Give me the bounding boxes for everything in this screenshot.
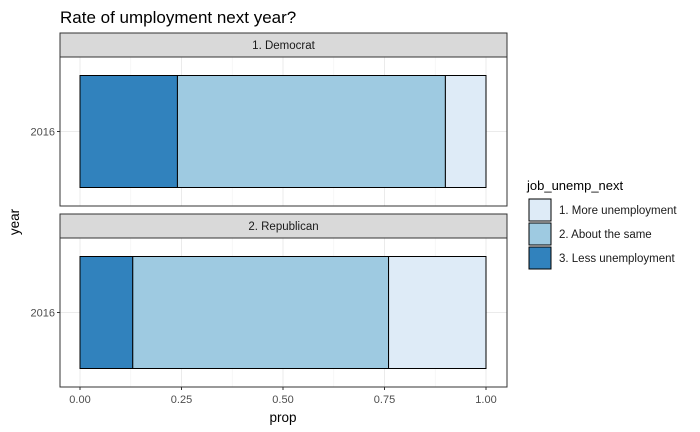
bar-segment (388, 256, 487, 369)
legend-label: 1. More unemployment (559, 205, 677, 217)
x-tick-label: 0.25 (171, 394, 192, 406)
x-tick-label: 0.00 (69, 394, 90, 406)
legend-item: 3. Less unemployment (528, 246, 676, 270)
legend-label: 3. Less unemployment (559, 253, 676, 265)
legend-item: 1. More unemployment (528, 198, 677, 222)
facet-label: 2. Republican (248, 221, 318, 233)
facet-panel: 2. Republican 2016 (31, 213, 508, 388)
facet-label: 1. Democrat (252, 40, 315, 52)
x-axis: 0.00 0.25 0.50 0.75 1.00 (69, 387, 497, 406)
bar-segment (176, 75, 446, 188)
x-tick-label: 0.50 (272, 394, 293, 406)
bar-segment (79, 256, 134, 369)
bar-segment (79, 75, 178, 188)
facet-strip (59, 213, 508, 239)
legend: job_unemp_next 1. More unemployment 2. Abo… (526, 178, 677, 270)
facet-strip (59, 32, 508, 58)
bar-segment (132, 256, 390, 369)
legend-item: 2. About the same (528, 222, 652, 246)
y-tick-label: 2016 (31, 308, 55, 320)
legend-key (528, 222, 552, 246)
legend-key (528, 198, 552, 222)
y-tick-label: 2016 (31, 127, 55, 139)
legend-title: job_unemp_next (526, 178, 624, 193)
x-axis-title: prop (269, 410, 296, 425)
y-axis-title: year (7, 208, 22, 235)
facet-panel: 1. Democrat 2016 (31, 32, 508, 207)
chart-title: Rate of umployment next year? (60, 8, 296, 27)
bar-segment (444, 75, 487, 188)
x-tick-label: 0.75 (374, 394, 395, 406)
x-tick-label: 1.00 (475, 394, 496, 406)
legend-key (528, 246, 552, 270)
facet-panels: 1. Democrat 2016 2. Republican 2016 (31, 32, 508, 388)
legend-label: 2. About the same (559, 229, 652, 241)
